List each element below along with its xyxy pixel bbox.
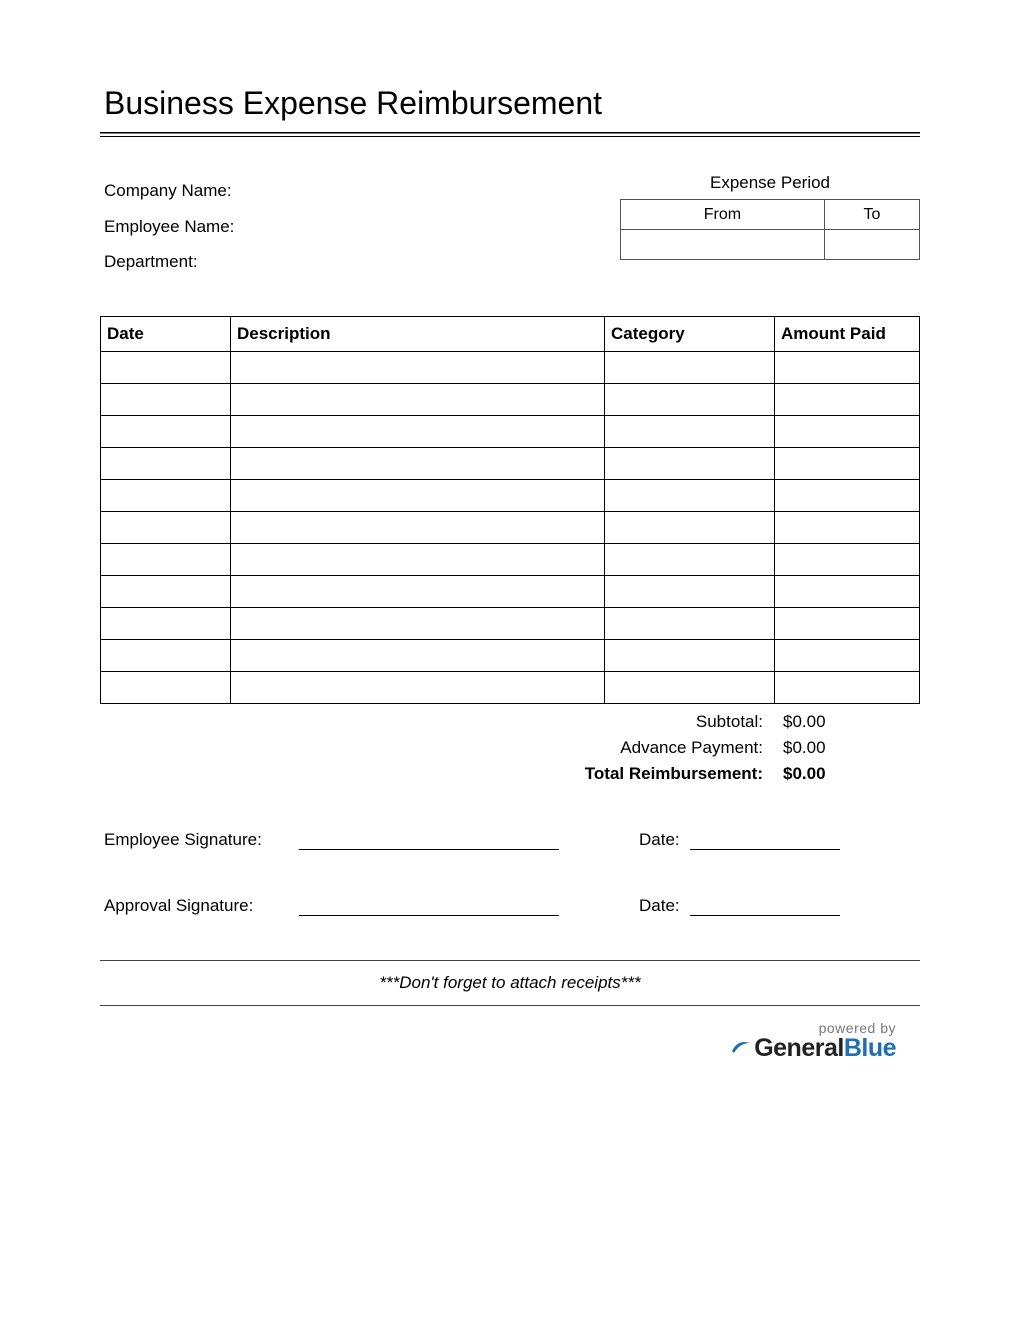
expense-period-heading: Expense Period <box>620 173 920 193</box>
table-row <box>101 576 920 608</box>
period-from-value[interactable] <box>621 230 825 260</box>
table-cell[interactable] <box>101 416 231 448</box>
table-cell[interactable] <box>775 480 920 512</box>
advance-value: $0.00 <box>775 738 920 758</box>
total-value: $0.00 <box>775 764 920 784</box>
table-cell[interactable] <box>605 544 775 576</box>
table-cell[interactable] <box>101 448 231 480</box>
brand-blue: Blue <box>844 1034 896 1062</box>
table-cell[interactable] <box>775 512 920 544</box>
table-cell[interactable] <box>231 640 605 672</box>
table-cell[interactable] <box>231 576 605 608</box>
table-row <box>101 448 920 480</box>
period-from-header: From <box>621 200 825 230</box>
expense-period-table: From To <box>620 199 920 260</box>
table-cell[interactable] <box>101 512 231 544</box>
col-amount-header: Amount Paid <box>775 317 920 352</box>
swoosh-icon <box>730 1035 752 1064</box>
table-cell[interactable] <box>775 544 920 576</box>
table-row <box>101 512 920 544</box>
table-cell[interactable] <box>775 448 920 480</box>
table-row <box>101 608 920 640</box>
employee-name-label: Employee Name: <box>104 209 234 245</box>
expense-period-block: Expense Period From To <box>620 173 920 280</box>
table-cell[interactable] <box>101 480 231 512</box>
table-cell[interactable] <box>775 576 920 608</box>
table-cell[interactable] <box>101 352 231 384</box>
table-row <box>101 416 920 448</box>
table-row <box>101 640 920 672</box>
col-description-header: Description <box>231 317 605 352</box>
approval-date-label: Date: <box>639 896 680 916</box>
table-cell[interactable] <box>231 512 605 544</box>
table-cell[interactable] <box>231 448 605 480</box>
table-cell[interactable] <box>101 672 231 704</box>
brand-general: General <box>754 1034 844 1062</box>
company-name-label: Company Name: <box>104 173 234 209</box>
table-cell[interactable] <box>775 384 920 416</box>
col-date-header: Date <box>101 317 231 352</box>
table-cell[interactable] <box>231 672 605 704</box>
table-row <box>101 480 920 512</box>
table-cell[interactable] <box>231 352 605 384</box>
table-cell[interactable] <box>775 672 920 704</box>
table-cell[interactable] <box>775 608 920 640</box>
period-to-header: To <box>824 200 919 230</box>
employee-date-line[interactable] <box>690 828 840 850</box>
table-cell[interactable] <box>775 352 920 384</box>
subtotal-value: $0.00 <box>775 712 920 732</box>
page-title: Business Expense Reimbursement <box>100 85 920 122</box>
table-row <box>101 384 920 416</box>
advance-label: Advance Payment: <box>620 738 775 758</box>
table-cell[interactable] <box>605 608 775 640</box>
table-cell[interactable] <box>605 576 775 608</box>
table-cell[interactable] <box>605 384 775 416</box>
approval-signature-line[interactable] <box>299 894 559 916</box>
approval-date-line[interactable] <box>690 894 840 916</box>
table-cell[interactable] <box>775 640 920 672</box>
signature-block: Employee Signature: Date: Approval Signa… <box>100 828 920 916</box>
brand-logo: GeneralBlue <box>100 1034 896 1064</box>
footer: powered by GeneralBlue <box>100 1020 920 1064</box>
employee-signature-label: Employee Signature: <box>104 830 299 850</box>
employee-signature-line[interactable] <box>299 828 559 850</box>
table-cell[interactable] <box>775 416 920 448</box>
table-cell[interactable] <box>231 608 605 640</box>
table-row <box>101 352 920 384</box>
table-cell[interactable] <box>231 544 605 576</box>
table-cell[interactable] <box>605 416 775 448</box>
table-cell[interactable] <box>605 640 775 672</box>
employee-date-label: Date: <box>639 830 680 850</box>
title-rule <box>100 132 920 137</box>
expense-table: Date Description Category Amount Paid <box>100 316 920 704</box>
table-cell[interactable] <box>101 576 231 608</box>
meta-left: Company Name: Employee Name: Department: <box>100 173 234 280</box>
period-to-value[interactable] <box>824 230 919 260</box>
department-label: Department: <box>104 244 234 280</box>
table-cell[interactable] <box>231 480 605 512</box>
table-cell[interactable] <box>605 480 775 512</box>
table-cell[interactable] <box>605 672 775 704</box>
table-row <box>101 672 920 704</box>
header-block: Company Name: Employee Name: Department:… <box>100 173 920 280</box>
table-cell[interactable] <box>101 544 231 576</box>
table-cell[interactable] <box>101 608 231 640</box>
table-cell[interactable] <box>101 384 231 416</box>
table-cell[interactable] <box>605 352 775 384</box>
table-row <box>101 544 920 576</box>
totals-block: Subtotal: $0.00 Advance Payment: $0.00 T… <box>100 712 920 784</box>
reminder-note: ***Don't forget to attach receipts*** <box>100 960 920 1006</box>
total-label: Total Reimbursement: <box>585 764 775 784</box>
table-cell[interactable] <box>231 416 605 448</box>
table-cell[interactable] <box>231 384 605 416</box>
approval-signature-label: Approval Signature: <box>104 896 299 916</box>
col-category-header: Category <box>605 317 775 352</box>
table-cell[interactable] <box>605 448 775 480</box>
subtotal-label: Subtotal: <box>696 712 775 732</box>
table-cell[interactable] <box>605 512 775 544</box>
table-cell[interactable] <box>101 640 231 672</box>
